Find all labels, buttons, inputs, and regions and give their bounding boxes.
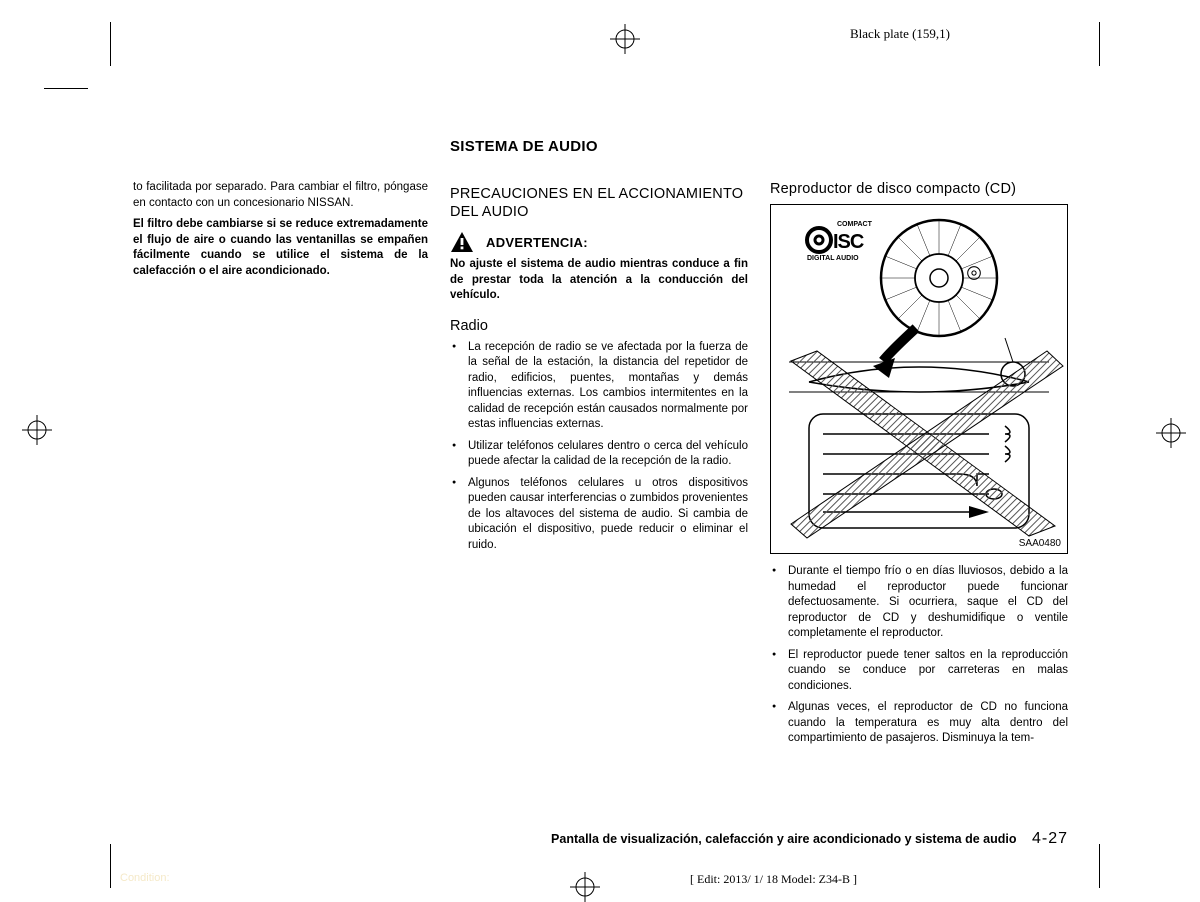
chapter-title: Pantalla de visualización, calefacción y… [551, 832, 1016, 846]
cd-figure: COMPACT ISC DIGITAL AUDIO [770, 204, 1068, 554]
warning-triangle-icon [450, 231, 474, 253]
figure-ref: SAA0480 [1019, 538, 1061, 549]
svg-text:COMPACT: COMPACT [837, 221, 873, 228]
col1-para1: to facilitada por separado. Para cambiar… [133, 180, 428, 211]
column-3: Reproductor de disco compacto (CD) [770, 138, 1068, 753]
crop-line [110, 22, 111, 66]
col1-para2: El filtro debe cambiarse si se reduce ex… [133, 217, 428, 279]
cd-bullets: Durante el tiempo frío o en días lluvios… [770, 564, 1068, 747]
warning-label: ADVERTENCIA: [486, 235, 588, 250]
crop-line [1099, 844, 1100, 888]
list-item: Utilizar teléfonos celulares dentro o ce… [450, 439, 748, 470]
crop-line [44, 88, 88, 89]
subheading-radio: Radio [450, 318, 748, 334]
reg-mark-bottom [570, 872, 600, 902]
page-content: to facilitada por separado. Para cambiar… [133, 138, 1068, 753]
crop-line [1099, 22, 1100, 66]
cd-logo: COMPACT ISC DIGITAL AUDIO [807, 221, 873, 262]
subheading-precauciones: PRECAUCIONES EN EL ACCIONAMIENTO DEL AUD… [450, 185, 748, 221]
subheading-cd: Reproductor de disco compacto (CD) [770, 180, 1068, 198]
list-item: El reproductor puede tener saltos en la … [770, 648, 1068, 695]
condition-label: Condition: [120, 872, 170, 884]
crop-line [110, 844, 111, 888]
list-item: La recepción de radio se ve afectada por… [450, 340, 748, 433]
edit-note: [ Edit: 2013/ 1/ 18 Model: Z34-B ] [690, 872, 857, 887]
warning-text: No ajuste el sistema de audio mientras c… [450, 257, 748, 304]
list-item: Algunas veces, el reproductor de CD no f… [770, 700, 1068, 747]
warning-row: ADVERTENCIA: [450, 231, 748, 253]
section-title: SISTEMA DE AUDIO [450, 138, 748, 155]
svg-text:DIGITAL AUDIO: DIGITAL AUDIO [807, 255, 859, 262]
plate-label: Black plate (159,1) [850, 26, 950, 42]
svg-text:ISC: ISC [833, 231, 864, 253]
column-2: SISTEMA DE AUDIO PRECAUCIONES EN EL ACCI… [450, 138, 748, 753]
reg-mark-right [1156, 418, 1186, 448]
list-item: Algunos teléfonos celulares u otros disp… [450, 476, 748, 554]
reg-mark-top [610, 24, 640, 54]
page-number: 4-27 [1032, 830, 1068, 847]
column-1: to facilitada por separado. Para cambiar… [133, 138, 428, 753]
list-item: Durante el tiempo frío o en días lluvios… [770, 564, 1068, 642]
cd-illustration-svg: COMPACT ISC DIGITAL AUDIO [771, 205, 1067, 553]
reg-mark-left [22, 415, 52, 445]
radio-bullets: La recepción de radio se ve afectada por… [450, 340, 748, 554]
footer-chapter: Pantalla de visualización, calefacción y… [500, 830, 1068, 848]
